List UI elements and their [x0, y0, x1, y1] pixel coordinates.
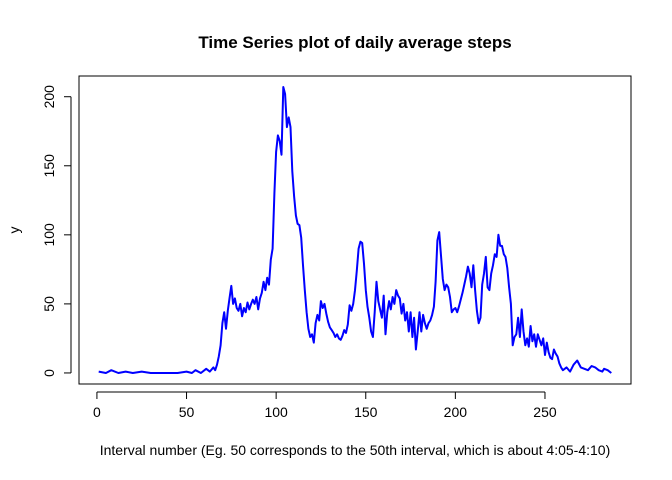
x-tick-label: 150 — [354, 404, 378, 420]
y-tick-label: 100 — [41, 223, 57, 247]
x-tick-label: 100 — [264, 404, 288, 420]
y-tick-label: 50 — [41, 296, 57, 312]
y-tick-label: 200 — [41, 85, 57, 109]
x-tick-label: 50 — [179, 404, 195, 420]
y-tick-label: 150 — [41, 154, 57, 178]
y-tick-label: 0 — [41, 369, 57, 377]
x-tick-label: 0 — [93, 404, 101, 420]
x-axis: 0 50 100 150 200 250 — [93, 391, 557, 420]
x-tick-label: 200 — [444, 404, 468, 420]
y-axis: 0 50 100 150 200 — [41, 85, 72, 377]
x-axis-label: Interval number (Eg. 50 corresponds to t… — [100, 442, 611, 458]
chart-title: Time Series plot of daily average steps — [198, 33, 511, 52]
plot-frame — [78, 75, 632, 385]
y-axis-label: y — [6, 227, 22, 234]
series-line — [98, 86, 612, 374]
x-tick-label: 250 — [533, 404, 557, 420]
